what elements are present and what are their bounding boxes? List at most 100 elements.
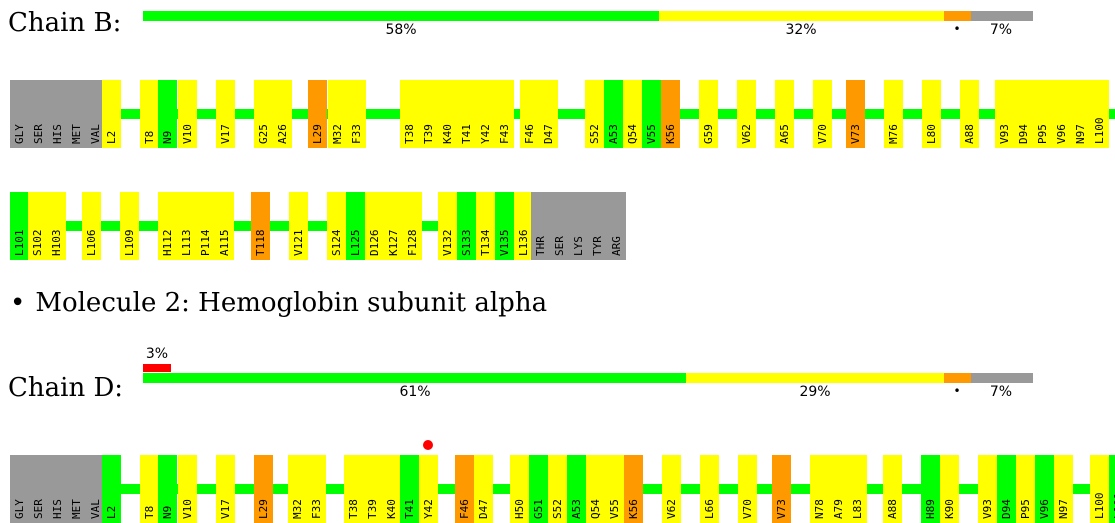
residue-l2: L2	[102, 80, 121, 148]
residue-label: F46	[459, 499, 470, 523]
residue-l29: L29	[308, 80, 327, 148]
residue-label: GLY	[14, 499, 25, 523]
residue-label: N97	[1075, 124, 1086, 148]
residue-v73: V73	[846, 80, 865, 148]
residue-l113: L113	[177, 192, 196, 260]
residue-f33: F33	[307, 455, 326, 523]
residue-label: L101	[14, 230, 25, 261]
chain-d-red-pct: 3%	[146, 346, 168, 362]
residue-k56: K56	[661, 80, 680, 148]
residue-t38: T38	[400, 80, 419, 148]
residue-label: D126	[369, 230, 380, 261]
residue-l29: L29	[254, 455, 273, 523]
residue-label: F43	[499, 124, 510, 148]
residue-label: F128	[407, 230, 418, 261]
residue-label: M32	[292, 499, 303, 523]
residue-t38: T38	[344, 455, 363, 523]
residue-label: G59	[703, 124, 714, 148]
residue-k40: K40	[382, 455, 401, 523]
residue-g59: G59	[699, 80, 718, 148]
chain-d-red-bar	[143, 364, 171, 372]
residue-label: THR	[535, 236, 546, 260]
residue-k40: K40	[438, 80, 457, 148]
residue-ser: SER	[550, 192, 569, 260]
residue-v96: V96	[1052, 80, 1071, 148]
residue-f128: F128	[403, 192, 422, 260]
residue-label: T38	[348, 499, 359, 523]
residue-label: D47	[478, 499, 489, 523]
residue-label: D94	[1001, 499, 1012, 523]
residue-s102: S102	[28, 192, 47, 260]
residue-label: SER	[554, 236, 565, 260]
quality-segment-green	[143, 11, 659, 21]
residue-his: HIS	[48, 455, 67, 523]
quality-segment-orange	[944, 11, 971, 21]
residue-v55: V55	[605, 455, 624, 523]
residue-label: M32	[332, 124, 343, 148]
residue-label: V93	[999, 124, 1010, 148]
residue-p114: P114	[196, 192, 215, 260]
residue-l125: L125	[346, 192, 365, 260]
residue-label: A79	[833, 499, 844, 523]
residue-label: P95	[1020, 499, 1031, 523]
residue-m32: M32	[288, 455, 307, 523]
residue-label: ARG	[611, 236, 622, 260]
residue-label: S124	[331, 230, 342, 261]
residue-label: A53	[571, 499, 582, 523]
quality-pct-yellow: 32%	[785, 22, 816, 38]
residue-k56: K56	[624, 455, 643, 523]
residue-label: N78	[814, 499, 825, 523]
residue-label: V55	[609, 499, 620, 523]
residue-label: T39	[423, 124, 434, 148]
residue-s133: S133	[457, 192, 476, 260]
residue-ser: SER	[29, 455, 48, 523]
residue-f46: F46	[520, 80, 539, 148]
residue-label: V17	[220, 499, 231, 523]
residue-label: D94	[1018, 124, 1029, 148]
residue-v135: V135	[495, 192, 514, 260]
residue-label: HIS	[52, 124, 63, 148]
residue-arg: ARG	[607, 192, 626, 260]
residue-label: T41	[461, 124, 472, 148]
residue-label: T118	[255, 230, 266, 261]
residue-a53: A53	[604, 80, 623, 148]
residue-gly: GLY	[10, 455, 29, 523]
residue-label: V121	[293, 230, 304, 261]
residue-label: V10	[182, 499, 193, 523]
residue-label: S133	[461, 230, 472, 261]
residue-label: V96	[1039, 499, 1050, 523]
residue-label: L100	[1094, 118, 1105, 149]
residue-label: L109	[124, 230, 135, 261]
residue-label: MET	[71, 124, 82, 148]
residue-s52: S52	[585, 80, 604, 148]
quality-pct-grey: 7%	[990, 22, 1012, 38]
residue-v132: V132	[438, 192, 457, 260]
residue-ser: SER	[29, 80, 48, 148]
residue-label: V70	[742, 499, 753, 523]
molecule-2-heading: •Molecule 2: Hemoglobin subunit alpha	[10, 288, 547, 318]
residue-s124: S124	[327, 192, 346, 260]
residue-v10: V10	[178, 455, 197, 523]
residue-label: P95	[1037, 124, 1048, 148]
residue-d94: D94	[1014, 80, 1033, 148]
residue-label: LYS	[573, 236, 584, 260]
quality-segment-grey	[971, 11, 1033, 21]
residue-a53: A53	[567, 455, 586, 523]
residue-label: SER	[33, 124, 44, 148]
residue-f46: F46	[455, 455, 474, 523]
residue-a79: A79	[829, 455, 848, 523]
quality-pct-orange: •	[953, 22, 960, 36]
residue-t41: T41	[400, 455, 419, 523]
residue-tyr: TYR	[588, 192, 607, 260]
residue-l100: L100	[1090, 80, 1109, 148]
residue-label: L100	[1094, 493, 1105, 523]
residue-a88: A88	[960, 80, 979, 148]
residue-f33: F33	[347, 80, 366, 148]
residue-label: K40	[386, 499, 397, 523]
residue-label: V93	[982, 499, 993, 523]
residue-label: L83	[852, 499, 863, 523]
residue-label: F33	[311, 499, 322, 523]
residue-t41: T41	[457, 80, 476, 148]
